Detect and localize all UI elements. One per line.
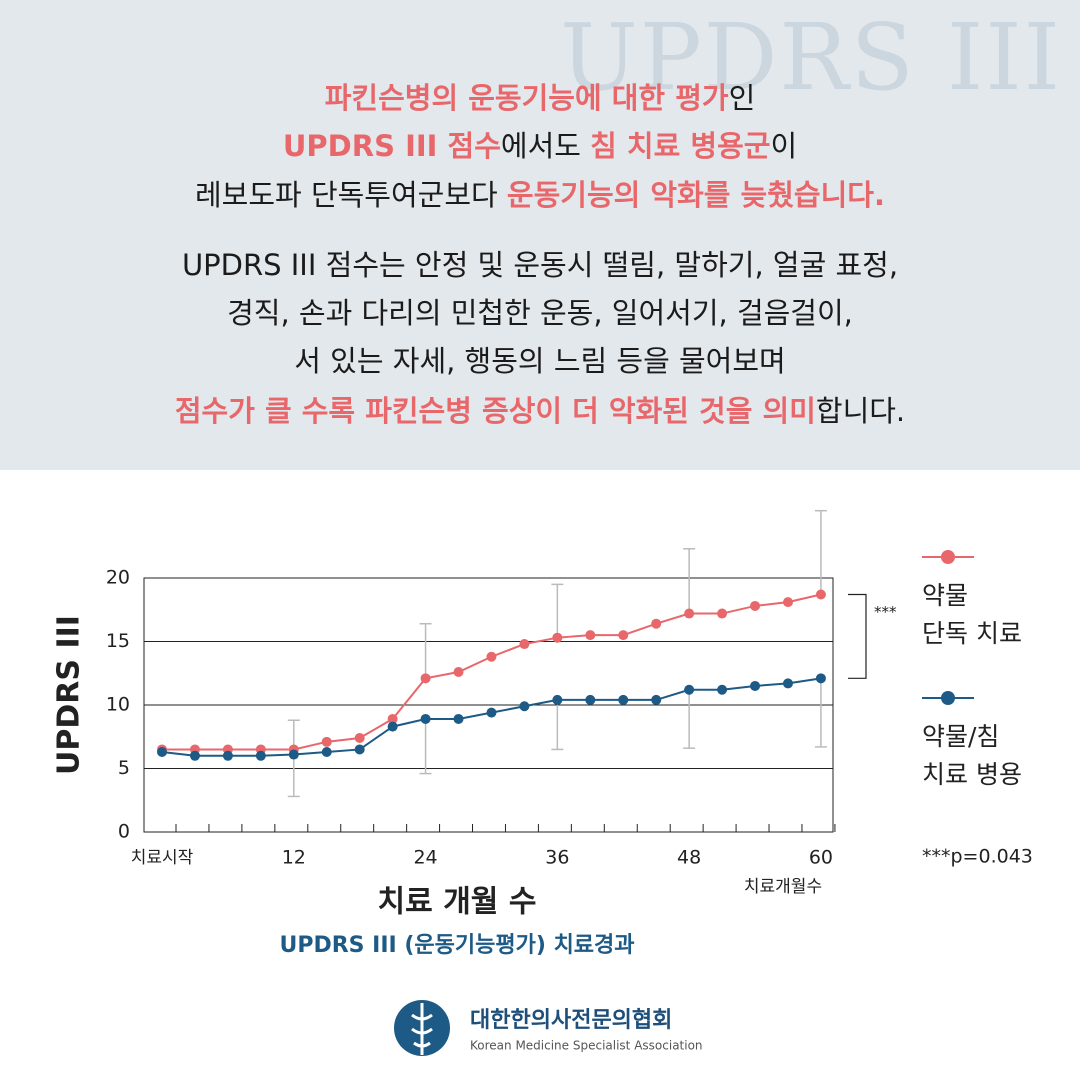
- data-point: [387, 721, 398, 732]
- data-point: [618, 630, 629, 641]
- text: UPDRS III 점수는 안정 및 운동시 떨림, 말하기, 얼굴 표정,: [181, 248, 899, 282]
- data-point: [618, 694, 629, 705]
- x-tick-label: 36: [545, 847, 569, 869]
- highlight-text: 침 치료 병용군: [590, 129, 771, 163]
- highlight-text: UPDRS III 점수: [282, 129, 501, 163]
- data-point: [453, 666, 464, 677]
- highlight-text: 파킨슨병의 운동기능에 대한 평가: [324, 81, 729, 115]
- y-tick-label: 0: [118, 821, 130, 843]
- org-name: 대한한의사전문의협회: [470, 1008, 672, 1033]
- logo-symbol: [411, 1003, 433, 1055]
- data-point: [585, 630, 596, 641]
- headline-line: 레보도파 단독투여군보다 운동기능의 악화를 늦췄습니다.: [0, 172, 1080, 214]
- data-point: [321, 746, 332, 757]
- data-point: [782, 597, 793, 608]
- org-name-en: Korean Medicine Specialist Association: [470, 1039, 703, 1053]
- highlight-text: 점수가 클 수록 파킨슨병 증상이 더 악화된 것을 의미: [174, 394, 816, 428]
- x-tick-label: 치료시작: [131, 848, 194, 868]
- data-point: [255, 750, 266, 761]
- data-point: [519, 639, 530, 650]
- legend-label: 약물 단독 치료: [922, 581, 1022, 648]
- x-axis-note: 치료개월수: [744, 877, 822, 897]
- data-point: [651, 618, 662, 629]
- p-value: ***p=0.043: [922, 846, 1033, 868]
- headline-line: UPDRS III 점수에서도 침 치료 병용군이: [0, 123, 1080, 165]
- data-point: [815, 673, 826, 684]
- data-point: [552, 694, 563, 705]
- data-point: [684, 684, 695, 695]
- significance-mark: ***: [874, 603, 897, 621]
- text: 레보도파 단독투여군보다: [195, 178, 507, 212]
- body-line: 경직, 손과 다리의 민첩한 운동, 일어서기, 걸음걸이,: [0, 290, 1080, 332]
- data-point: [157, 746, 168, 757]
- headline-line: 파킨슨병의 운동기능에 대한 평가인: [0, 75, 1080, 117]
- data-point: [815, 589, 826, 600]
- y-tick-label: 15: [106, 630, 130, 652]
- legend-marker: [941, 550, 955, 564]
- y-axis-label: UPDRS III: [52, 615, 87, 775]
- data-point: [684, 608, 695, 619]
- data-point: [585, 694, 596, 705]
- data-point: [222, 750, 233, 761]
- significance-bracket: [848, 593, 867, 679]
- data-point: [387, 713, 398, 724]
- data-point: [717, 684, 728, 695]
- x-tick-label: 60: [809, 847, 833, 869]
- chart: 0 5 10 15 20 치료시작 12 24 36 48 60 치료개월수 치료 개월 수 UPDRS …: [52, 509, 1033, 958]
- data-point: [782, 678, 793, 689]
- text: 경직, 손과 다리의 민첩한 운동, 일어서기, 걸음걸이,: [227, 296, 853, 330]
- data-point: [651, 694, 662, 705]
- legend-marker: [941, 691, 955, 705]
- chart-title: UPDRS III (운동기능평가) 치료경과: [279, 933, 634, 958]
- footer-logo: 대한한의사전문의협회 Korean Medicine Specialist As…: [394, 1000, 703, 1056]
- y-tick-label: 20: [106, 567, 130, 589]
- text: 서 있는 자세, 행동의 느림 등을 물어보며: [294, 344, 786, 378]
- data-point: [354, 744, 365, 755]
- data-point: [486, 707, 497, 718]
- body-line: 점수가 클 수록 파킨슨병 증상이 더 악화된 것을 의미합니다.: [0, 388, 1080, 430]
- legend-label: 약물/침 치료 병용: [922, 722, 1022, 789]
- data-point: [354, 733, 365, 744]
- data-point: [750, 600, 761, 611]
- x-tick-label: 24: [413, 847, 437, 869]
- data-point: [750, 680, 761, 691]
- data-point: [519, 701, 530, 712]
- y-tick-label: 5: [118, 757, 130, 779]
- header: UPDRS III 파킨슨병의 운동기능에 대한 평가인 UPDRS III 점수에…: [0, 0, 1080, 470]
- body-line: UPDRS III 점수는 안정 및 운동시 떨림, 말하기, 얼굴 표정,: [0, 242, 1080, 284]
- x-tick-label: 48: [677, 847, 701, 869]
- text: 이: [770, 129, 798, 163]
- data-point: [189, 750, 200, 761]
- data-point: [288, 749, 299, 760]
- x-tick-label: 12: [282, 847, 306, 869]
- text: 에서도: [500, 129, 591, 163]
- data-point: [552, 632, 563, 643]
- body-line: 서 있는 자세, 행동의 느림 등을 물어보며: [0, 338, 1080, 380]
- y-tick-label: 10: [106, 694, 130, 716]
- text: 합니다.: [815, 394, 906, 428]
- watermark: UPDRS III: [560, 4, 1062, 111]
- text: 인: [728, 81, 756, 115]
- data-point: [717, 608, 728, 619]
- data-point: [453, 713, 464, 724]
- data-point: [321, 736, 332, 747]
- data-point: [420, 713, 431, 724]
- x-axis-label: 치료 개월 수: [378, 885, 537, 920]
- data-point: [486, 651, 497, 662]
- data-point: [420, 673, 431, 684]
- highlight-text: 운동기능의 악화를 늦췄습니다.: [506, 178, 885, 212]
